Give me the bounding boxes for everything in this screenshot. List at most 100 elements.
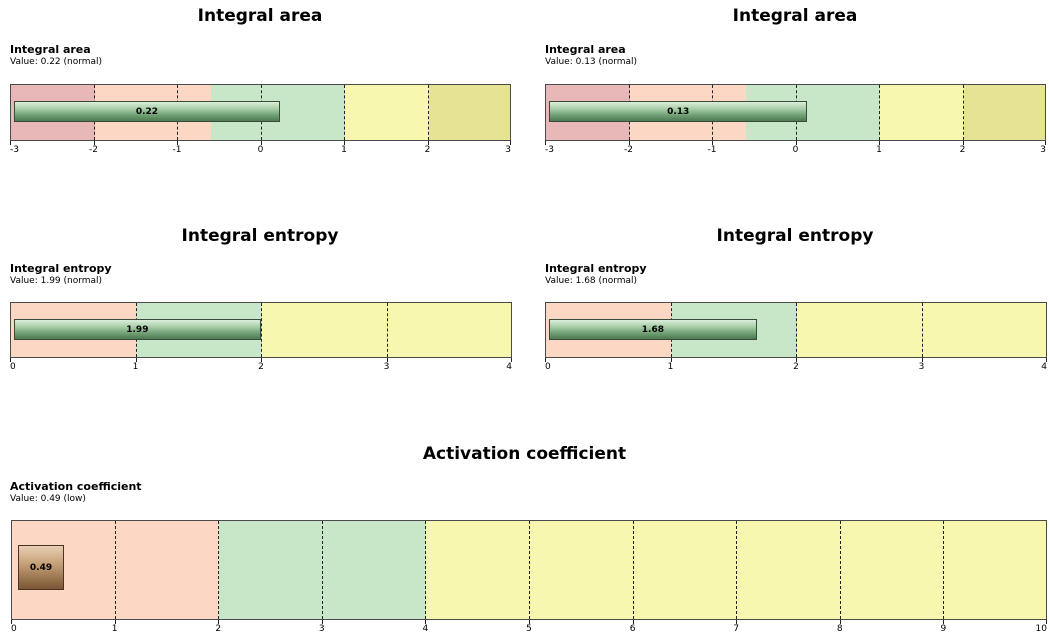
axis-tick-label: 10	[1035, 624, 1047, 634]
gauge-gridline	[344, 85, 345, 140]
axis-tick	[386, 358, 388, 362]
axis-tick-label: 0	[792, 145, 799, 155]
gauge-zone	[963, 85, 1045, 140]
axis-tick	[1046, 620, 1047, 624]
gauge-gridline	[386, 303, 388, 357]
gauge-label: Integral entropy	[10, 262, 112, 275]
axis-tick-label: 0	[545, 362, 551, 372]
axis-tick	[135, 358, 137, 362]
gauge-gridline	[427, 85, 429, 140]
axis-tick-label: 3	[1040, 145, 1046, 155]
gauge-title: Activation coefficient	[422, 444, 627, 464]
axis-tick	[427, 141, 429, 145]
axis-tick-label: 1	[341, 145, 347, 155]
axis-tick	[879, 141, 880, 145]
axis-tick	[218, 620, 220, 624]
axis-tick-label: 2	[793, 362, 799, 372]
axis-tick	[1046, 358, 1047, 362]
axis-tick	[545, 358, 546, 362]
gauge-zone	[428, 85, 510, 140]
axis-tick	[425, 620, 427, 624]
gauge-axis: 0 1 2 3 4	[10, 358, 512, 374]
gauge-gridline	[796, 303, 797, 357]
axis-tick	[177, 141, 178, 145]
gauge-axis: -3 -2 -1 0 1 2 3	[545, 141, 1046, 157]
axis-tick-label: 1	[876, 145, 882, 155]
axis-tick-label: 3	[318, 624, 325, 634]
axis-tick-label: 2	[215, 624, 222, 634]
gauge-axis: 0 1 2 3 4	[545, 358, 1047, 374]
axis-tick	[344, 141, 345, 145]
axis-tick-label: 3	[505, 145, 511, 155]
axis-tick-label: -1	[707, 145, 717, 155]
gauge-value-text: Value: 1.68 (normal)	[545, 276, 638, 286]
gauge-label: Integral area	[10, 43, 91, 56]
gauge-axis: 0 1 2 3 4 5 6 7 8 9 10	[11, 620, 1047, 636]
axis-tick	[1045, 141, 1046, 145]
axis-tick-label: 2	[959, 145, 966, 155]
axis-tick	[632, 620, 634, 624]
axis-tick-label: 6	[629, 624, 636, 634]
axis-tick	[114, 620, 116, 624]
axis-tick-label: 4	[1041, 362, 1047, 372]
axis-tick	[93, 141, 95, 145]
gauge-gridline	[321, 521, 323, 619]
axis-tick	[736, 620, 738, 624]
axis-tick-label: 0	[10, 362, 16, 372]
gauge-gridline	[632, 521, 634, 619]
gauge-gridline	[921, 303, 923, 357]
gauge-value-bar: 0.13	[549, 101, 808, 122]
axis-tick	[795, 141, 797, 145]
axis-tick	[529, 620, 530, 624]
axis-tick	[839, 620, 841, 624]
gauge-label: Activation coefficient	[10, 480, 142, 493]
axis-tick	[796, 358, 797, 362]
axis-tick-label: 4	[506, 362, 512, 372]
axis-tick-label: 1	[667, 362, 674, 372]
gauge-zone	[880, 85, 964, 140]
axis-tick-label: -3	[10, 145, 19, 155]
axis-tick-label: 0	[11, 624, 17, 634]
gauge-gridline	[839, 521, 841, 619]
axis-tick	[321, 620, 323, 624]
gauge-gridline	[736, 521, 738, 619]
gauge-gridline	[114, 521, 116, 619]
axis-tick-label: 8	[836, 624, 843, 634]
gauge-zone	[345, 85, 429, 140]
gauge-value-text: Value: 0.49 (low)	[10, 494, 86, 504]
gauge-gridline	[879, 85, 880, 140]
axis-tick	[628, 141, 630, 145]
gauge-value-bar: 0.22	[14, 101, 280, 122]
axis-tick	[670, 358, 672, 362]
axis-tick	[10, 141, 11, 145]
gauge-label: Integral entropy	[545, 262, 647, 275]
gauge-track: 0.49	[11, 520, 1047, 620]
gauge-gridline	[962, 85, 964, 140]
axis-tick-label: 7	[733, 624, 740, 634]
gauge-title: Integral area	[732, 6, 858, 26]
axis-tick-label: 1	[132, 362, 139, 372]
gauge-value-text: Value: 0.22 (normal)	[10, 57, 103, 67]
gauge-value-text: Value: 0.13 (normal)	[545, 57, 638, 67]
axis-tick	[10, 358, 11, 362]
axis-tick	[11, 620, 12, 624]
gauge-label: Integral area	[545, 43, 626, 56]
axis-tick	[260, 141, 262, 145]
axis-tick-label: 9	[940, 624, 947, 634]
axis-tick-label: 2	[424, 145, 431, 155]
gauge-track: 0.13	[545, 84, 1046, 141]
gauge-value-text: Value: 1.99 (normal)	[10, 276, 103, 286]
axis-tick	[510, 141, 511, 145]
gauge-value-bar: 0.49	[18, 545, 64, 590]
gauge-title: Integral area	[197, 6, 323, 26]
gauge-gridline	[425, 521, 427, 619]
axis-tick	[943, 620, 945, 624]
axis-tick	[261, 358, 262, 362]
gauge-gridline	[943, 521, 945, 619]
axis-tick-label: -3	[545, 145, 554, 155]
gauge-title: Integral entropy	[181, 226, 339, 246]
gauge-title: Integral entropy	[716, 226, 874, 246]
axis-tick-label: -2	[89, 145, 98, 155]
axis-tick-label: 1	[111, 624, 118, 634]
axis-tick	[962, 141, 964, 145]
